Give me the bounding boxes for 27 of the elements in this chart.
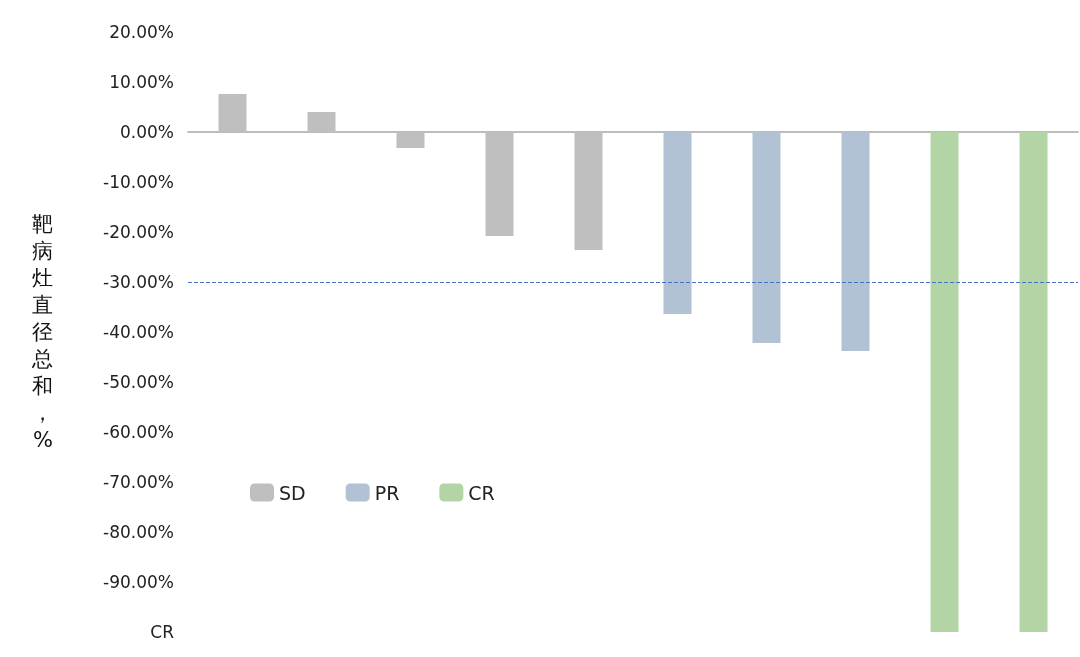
bar xyxy=(930,132,959,632)
legend-label: CR xyxy=(468,481,495,504)
y-tick-label: -50.00% xyxy=(103,372,174,392)
y-tick-label: -30.00% xyxy=(103,272,174,292)
bar xyxy=(396,132,425,148)
text: 靶病灶直径总和，% xyxy=(32,212,53,452)
y-tick-label: 10.00% xyxy=(109,72,174,92)
bar xyxy=(307,112,336,132)
y-tick-label: -20.00% xyxy=(103,222,174,242)
y-tick-label: 0.00% xyxy=(119,122,174,142)
bar xyxy=(663,132,692,314)
y-tick-label: 20.00% xyxy=(109,22,174,42)
bar xyxy=(1019,132,1048,632)
y-tick-label: -60.00% xyxy=(103,422,174,442)
bar xyxy=(841,132,870,351)
y-tick-label: -10.00% xyxy=(103,172,174,192)
y-tick-label: -80.00% xyxy=(103,522,174,542)
legend-label: SD xyxy=(279,481,306,504)
y-tick-label: -40.00% xyxy=(103,322,174,342)
y-tick-label: -90.00% xyxy=(103,572,174,592)
bar xyxy=(218,94,247,132)
y-tick-label: -70.00% xyxy=(103,472,174,492)
legend-label: PR xyxy=(374,481,400,504)
bar xyxy=(574,132,603,250)
bar xyxy=(752,132,781,343)
bar xyxy=(485,132,514,236)
y-tick-label: CR xyxy=(150,622,175,642)
